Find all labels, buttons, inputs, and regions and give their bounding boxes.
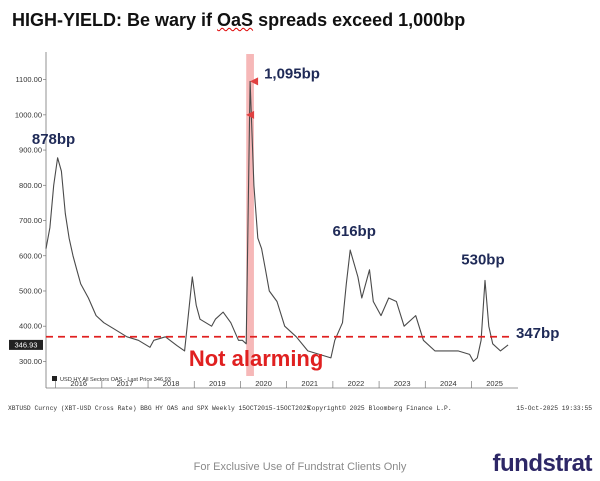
slide-title: HIGH-YIELD: Be wary if OaS spreads excee… bbox=[12, 10, 592, 31]
hy-oas-chart: 300.00 400.00 500.00 600.00 700.00 800.00 900.… bbox=[8, 52, 592, 412]
not-alarming-label: Not alarming bbox=[189, 346, 323, 371]
covid-highlight-band bbox=[246, 54, 254, 376]
y-tick-label: 1100.00 bbox=[15, 75, 42, 84]
peak-annotation-label: 878bp bbox=[32, 131, 75, 148]
y-tick-label: 300.00 bbox=[19, 357, 42, 366]
x-tick-label: 2025 bbox=[486, 379, 503, 388]
y-tick-label: 400.00 bbox=[19, 322, 42, 331]
y-tick-label: 600.00 bbox=[19, 251, 42, 260]
title-part-3: spreads exceed 1,000bp bbox=[253, 10, 466, 30]
x-tick-label: 2016 bbox=[70, 379, 87, 388]
title-part-oas: OaS bbox=[217, 10, 254, 30]
fundstrat-logo: fundstrat bbox=[492, 450, 593, 477]
footer-note: For Exclusive Use of Fundstrat Clients O… bbox=[193, 461, 407, 473]
peak-annotation-label: 1,095bp bbox=[264, 65, 320, 82]
x-tick-label: 2022 bbox=[348, 379, 365, 388]
title-part-1: HIGH-YIELD: Be wary if bbox=[12, 10, 218, 30]
source-copyright: Copyright© 2025 Bloomberg Finance L.P. bbox=[308, 404, 452, 412]
peak-annotation-label: 616bp bbox=[333, 223, 376, 240]
y-tick-label: 800.00 bbox=[19, 181, 42, 190]
x-tick-label: 2024 bbox=[440, 379, 457, 388]
peak-marker-low bbox=[246, 110, 255, 119]
source-left: XBTUSD Curncy (XBT-USD Cross Rate) BBG H… bbox=[8, 405, 311, 412]
x-tick-label: 2017 bbox=[117, 379, 134, 388]
x-tick-label: 2018 bbox=[163, 379, 180, 388]
x-tick-label: 2021 bbox=[301, 379, 318, 388]
legend-swatch bbox=[52, 376, 57, 381]
legend-label: USD HY All Sectors OAS - Last Price 346.… bbox=[60, 377, 171, 383]
last-price-label: 346.93 bbox=[15, 340, 38, 349]
x-tick-label: 2023 bbox=[394, 379, 411, 388]
last-price-badge bbox=[9, 339, 43, 350]
hy-oas-series-line bbox=[45, 80, 509, 362]
y-tick-label: 900.00 bbox=[19, 146, 42, 155]
reference-line-label: 347bp bbox=[516, 325, 559, 342]
peak-annotation-label: 530bp bbox=[461, 251, 504, 268]
y-tick-label: 1000.00 bbox=[15, 110, 42, 119]
y-tick-label: 500.00 bbox=[19, 286, 42, 295]
peak-marker-high bbox=[250, 77, 259, 86]
x-tick-label: 2019 bbox=[209, 379, 226, 388]
source-timestamp: 15-Oct-2025 19:33:55 bbox=[516, 405, 592, 412]
y-tick-label: 700.00 bbox=[19, 216, 42, 225]
x-tick-label: 2020 bbox=[255, 379, 272, 388]
